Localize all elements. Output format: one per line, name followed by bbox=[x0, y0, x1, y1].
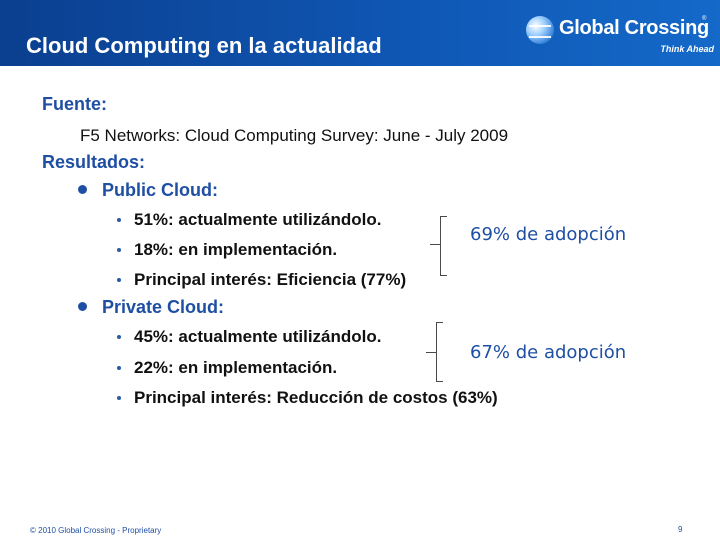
public-cloud-item: 18%: en implementación. bbox=[134, 240, 338, 259]
bracket-tick bbox=[426, 352, 436, 353]
global-crossing-logo: Global Crossing ® Think Ahead bbox=[526, 14, 716, 58]
sub-bullet-icon bbox=[117, 335, 121, 339]
title-bar: Cloud Computing en la actualidad Global … bbox=[0, 0, 720, 66]
bullet-icon bbox=[78, 185, 87, 194]
results-heading: Resultados: bbox=[42, 152, 146, 172]
logo-registered-mark: ® bbox=[702, 16, 707, 22]
source-heading: Fuente: bbox=[42, 94, 107, 114]
sub-bullet-icon bbox=[117, 366, 121, 370]
private-cloud-item: 22%: en implementación. bbox=[134, 358, 338, 377]
private-cloud-bracket bbox=[436, 322, 443, 382]
private-cloud-item: 45%: actualmente utilizándolo. bbox=[134, 327, 382, 346]
sub-bullet-icon bbox=[117, 248, 121, 252]
source-text: F5 Networks: Cloud Computing Survey: Jun… bbox=[80, 126, 509, 145]
private-cloud-item: Principal interés: Reducción de costos (… bbox=[134, 388, 498, 407]
public-cloud-item: 51%: actualmente utilizándolo. bbox=[134, 210, 382, 229]
sub-bullet-icon bbox=[117, 278, 121, 282]
logo-tagline: Think Ahead bbox=[660, 44, 714, 54]
public-cloud-adoption: 69% de adopción bbox=[470, 224, 627, 245]
bullet-icon bbox=[78, 302, 87, 311]
sub-bullet-icon bbox=[117, 396, 121, 400]
logo-text: Global Crossing bbox=[559, 17, 709, 39]
sub-bullet-icon bbox=[117, 218, 121, 222]
globe-icon bbox=[526, 16, 554, 44]
public-cloud-bracket bbox=[440, 216, 447, 276]
slide-title: Cloud Computing en la actualidad bbox=[26, 33, 382, 58]
page-number: 9 bbox=[678, 525, 683, 534]
bracket-tick bbox=[430, 244, 440, 245]
private-cloud-adoption: 67% de adopción bbox=[470, 342, 627, 363]
public-cloud-label: Public Cloud: bbox=[102, 180, 218, 200]
footer-copyright: © 2010 Global Crossing - Proprietary bbox=[30, 526, 162, 535]
public-cloud-item: Principal interés: Eficiencia (77%) bbox=[134, 270, 407, 289]
private-cloud-label: Private Cloud: bbox=[102, 297, 225, 317]
